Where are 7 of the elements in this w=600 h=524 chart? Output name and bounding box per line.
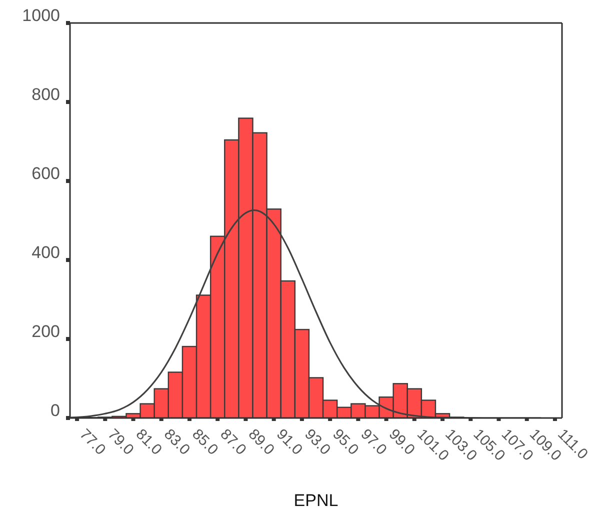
y-tick-label: 200 xyxy=(32,322,60,341)
x-axis-title: EPNL xyxy=(294,491,338,510)
y-tick-label: 1000 xyxy=(22,6,60,25)
y-tick-label: 400 xyxy=(32,243,60,262)
y-tick-label: 800 xyxy=(32,85,60,104)
y-tick-label: 0 xyxy=(50,401,60,420)
y-tick-label: 600 xyxy=(32,164,60,183)
